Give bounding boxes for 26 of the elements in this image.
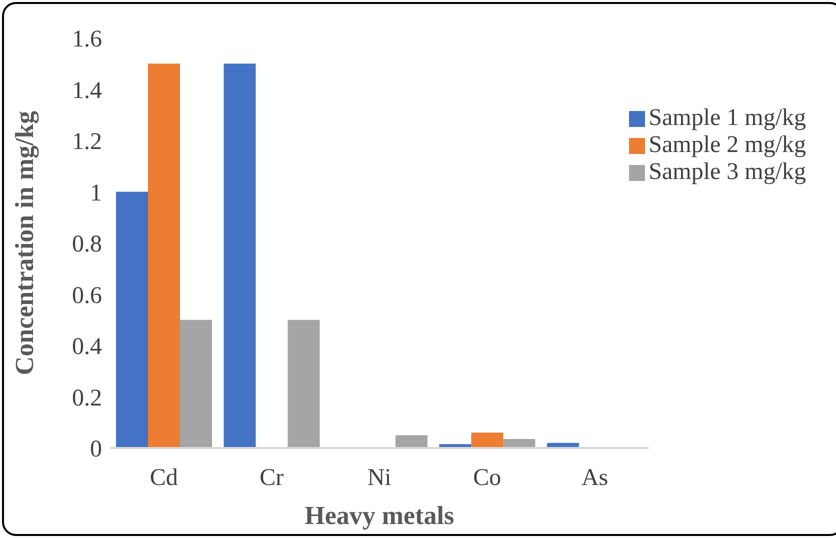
y-tick-label: 0 (90, 436, 102, 463)
bar (148, 64, 180, 448)
legend-label: Sample 3 mg/kg (648, 159, 806, 185)
x-tick-label: As (581, 465, 608, 492)
y-tick-label: 1.4 (72, 78, 102, 104)
legend-label: Sample 2 mg/kg (648, 132, 806, 158)
y-axis-title: Concentration in mg/kg (10, 110, 40, 376)
bar (471, 432, 504, 448)
bar (224, 64, 256, 448)
bar (116, 192, 148, 448)
y-tick-label: 0.8 (72, 232, 102, 258)
y-tick-label: 1 (90, 180, 102, 206)
x-tick-label: Cr (260, 465, 284, 492)
bar (288, 320, 320, 448)
x-axis-title: Heavy metals (304, 501, 454, 530)
x-tick-label: Cd (150, 465, 178, 492)
y-tick-label: 1.6 (72, 26, 102, 53)
bar (395, 435, 428, 448)
x-tick-label: Ni (367, 465, 392, 492)
y-tick-label: 0.4 (72, 334, 102, 360)
bar (180, 320, 212, 448)
legend-label: Sample 1 mg/kg (648, 105, 806, 131)
y-tick-label: 0.6 (72, 282, 102, 309)
y-tick-label: 1.2 (72, 129, 102, 156)
y-tick-label: 0.2 (72, 385, 102, 412)
x-tick-label: Co (473, 465, 502, 492)
